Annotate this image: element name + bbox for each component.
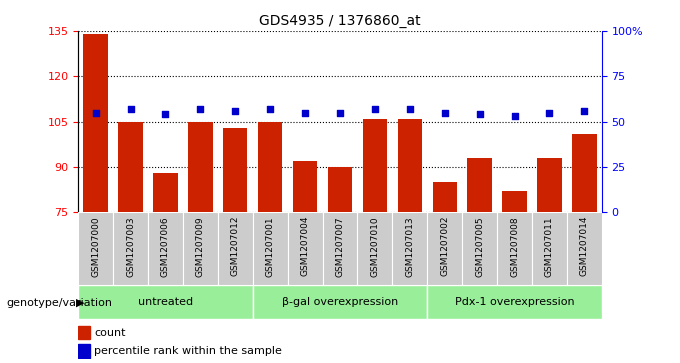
Bar [537, 158, 562, 212]
Text: percentile rank within the sample: percentile rank within the sample [94, 346, 282, 356]
Point [509, 113, 520, 119]
Text: untreated: untreated [138, 297, 193, 307]
Bar [78, 344, 90, 358]
Bar [503, 191, 527, 212]
Title: GDS4935 / 1376860_at: GDS4935 / 1376860_at [259, 15, 421, 28]
Point [474, 111, 485, 117]
Bar [253, 212, 288, 285]
Point [230, 108, 241, 114]
Text: ▶: ▶ [76, 298, 84, 308]
Text: count: count [94, 327, 125, 338]
Bar [253, 285, 427, 319]
Text: GSM1207003: GSM1207003 [126, 216, 135, 277]
Point [90, 110, 101, 115]
Bar [84, 34, 108, 212]
Bar [78, 212, 113, 285]
Point [300, 110, 311, 115]
Point [335, 110, 345, 115]
Text: GSM1207010: GSM1207010 [371, 216, 379, 277]
Text: GSM1207004: GSM1207004 [301, 216, 309, 277]
Bar [113, 212, 148, 285]
Bar [362, 119, 387, 212]
Bar [392, 212, 427, 285]
Text: genotype/variation: genotype/variation [7, 298, 113, 308]
Text: β-gal overexpression: β-gal overexpression [282, 297, 398, 307]
Text: GSM1207011: GSM1207011 [545, 216, 554, 277]
Bar [183, 212, 218, 285]
Bar [567, 212, 602, 285]
Bar [398, 119, 422, 212]
Bar [188, 122, 213, 212]
Bar [148, 212, 183, 285]
Bar [322, 212, 358, 285]
Text: GSM1207000: GSM1207000 [91, 216, 100, 277]
Bar [532, 212, 567, 285]
Bar [462, 212, 497, 285]
Bar [78, 285, 253, 319]
Point [369, 106, 380, 112]
Text: GSM1207005: GSM1207005 [475, 216, 484, 277]
Bar [118, 122, 143, 212]
Bar [223, 128, 248, 212]
Point [405, 106, 415, 112]
Bar [328, 167, 352, 212]
Bar [427, 285, 602, 319]
Bar [358, 212, 392, 285]
Bar [288, 212, 322, 285]
Point [439, 110, 450, 115]
Bar [153, 173, 177, 212]
Bar [432, 182, 457, 212]
Bar [572, 134, 596, 212]
Text: GSM1207013: GSM1207013 [405, 216, 414, 277]
Text: GSM1207012: GSM1207012 [231, 216, 240, 277]
Point [195, 106, 206, 112]
Text: GSM1207009: GSM1207009 [196, 216, 205, 277]
Point [579, 108, 590, 114]
Text: GSM1207002: GSM1207002 [440, 216, 449, 277]
Bar [258, 122, 282, 212]
Text: GSM1207008: GSM1207008 [510, 216, 519, 277]
Text: GSM1207006: GSM1207006 [161, 216, 170, 277]
Text: GSM1207014: GSM1207014 [580, 216, 589, 277]
Point [125, 106, 136, 112]
Point [160, 111, 171, 117]
Bar [427, 212, 462, 285]
Point [265, 106, 275, 112]
Point [544, 110, 555, 115]
Bar [497, 212, 532, 285]
Bar [293, 161, 318, 212]
Bar [78, 326, 90, 339]
Text: GSM1207001: GSM1207001 [266, 216, 275, 277]
Text: Pdx-1 overexpression: Pdx-1 overexpression [455, 297, 575, 307]
Bar [218, 212, 253, 285]
Text: GSM1207007: GSM1207007 [335, 216, 345, 277]
Bar [467, 158, 492, 212]
